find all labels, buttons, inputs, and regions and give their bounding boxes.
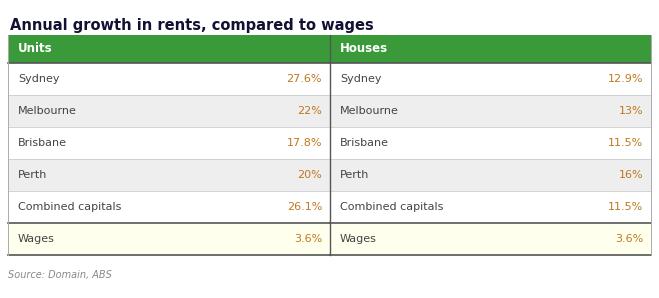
Text: 11.5%: 11.5% [608,138,643,148]
Bar [8,191,330,223]
Text: 13%: 13% [618,106,643,116]
Text: 16%: 16% [618,170,643,180]
Text: Houses: Houses [340,43,388,55]
Bar [330,159,651,191]
Text: Units: Units [18,43,53,55]
Bar [8,95,330,127]
Text: 20%: 20% [297,170,322,180]
Text: 3.6%: 3.6% [294,234,322,244]
Text: Brisbane: Brisbane [340,138,389,148]
Bar [8,63,330,95]
Text: Annual growth in rents, compared to wages: Annual growth in rents, compared to wage… [10,18,374,33]
Text: Wages: Wages [18,234,55,244]
Text: 26.1%: 26.1% [287,202,322,212]
Bar [8,127,330,159]
Text: Combined capitals: Combined capitals [340,202,444,212]
Bar [330,223,651,255]
Text: Combined capitals: Combined capitals [18,202,121,212]
Text: 3.6%: 3.6% [615,234,643,244]
Text: Sydney: Sydney [340,74,382,84]
Bar [8,223,330,255]
Text: Melbourne: Melbourne [340,106,399,116]
Text: Perth: Perth [340,170,370,180]
Bar [330,63,651,95]
Text: Sydney: Sydney [18,74,59,84]
Bar [330,127,651,159]
Bar [330,95,651,127]
Bar [330,191,651,223]
Bar [8,35,330,63]
Text: Wages: Wages [340,234,377,244]
Text: Perth: Perth [18,170,47,180]
Text: Source: Domain, ABS: Source: Domain, ABS [8,270,112,280]
Text: Melbourne: Melbourne [18,106,77,116]
Text: 12.9%: 12.9% [608,74,643,84]
Text: 27.6%: 27.6% [287,74,322,84]
Text: 17.8%: 17.8% [287,138,322,148]
Bar [330,35,651,63]
Text: 11.5%: 11.5% [608,202,643,212]
Text: 22%: 22% [297,106,322,116]
Text: Brisbane: Brisbane [18,138,67,148]
Bar [8,159,330,191]
